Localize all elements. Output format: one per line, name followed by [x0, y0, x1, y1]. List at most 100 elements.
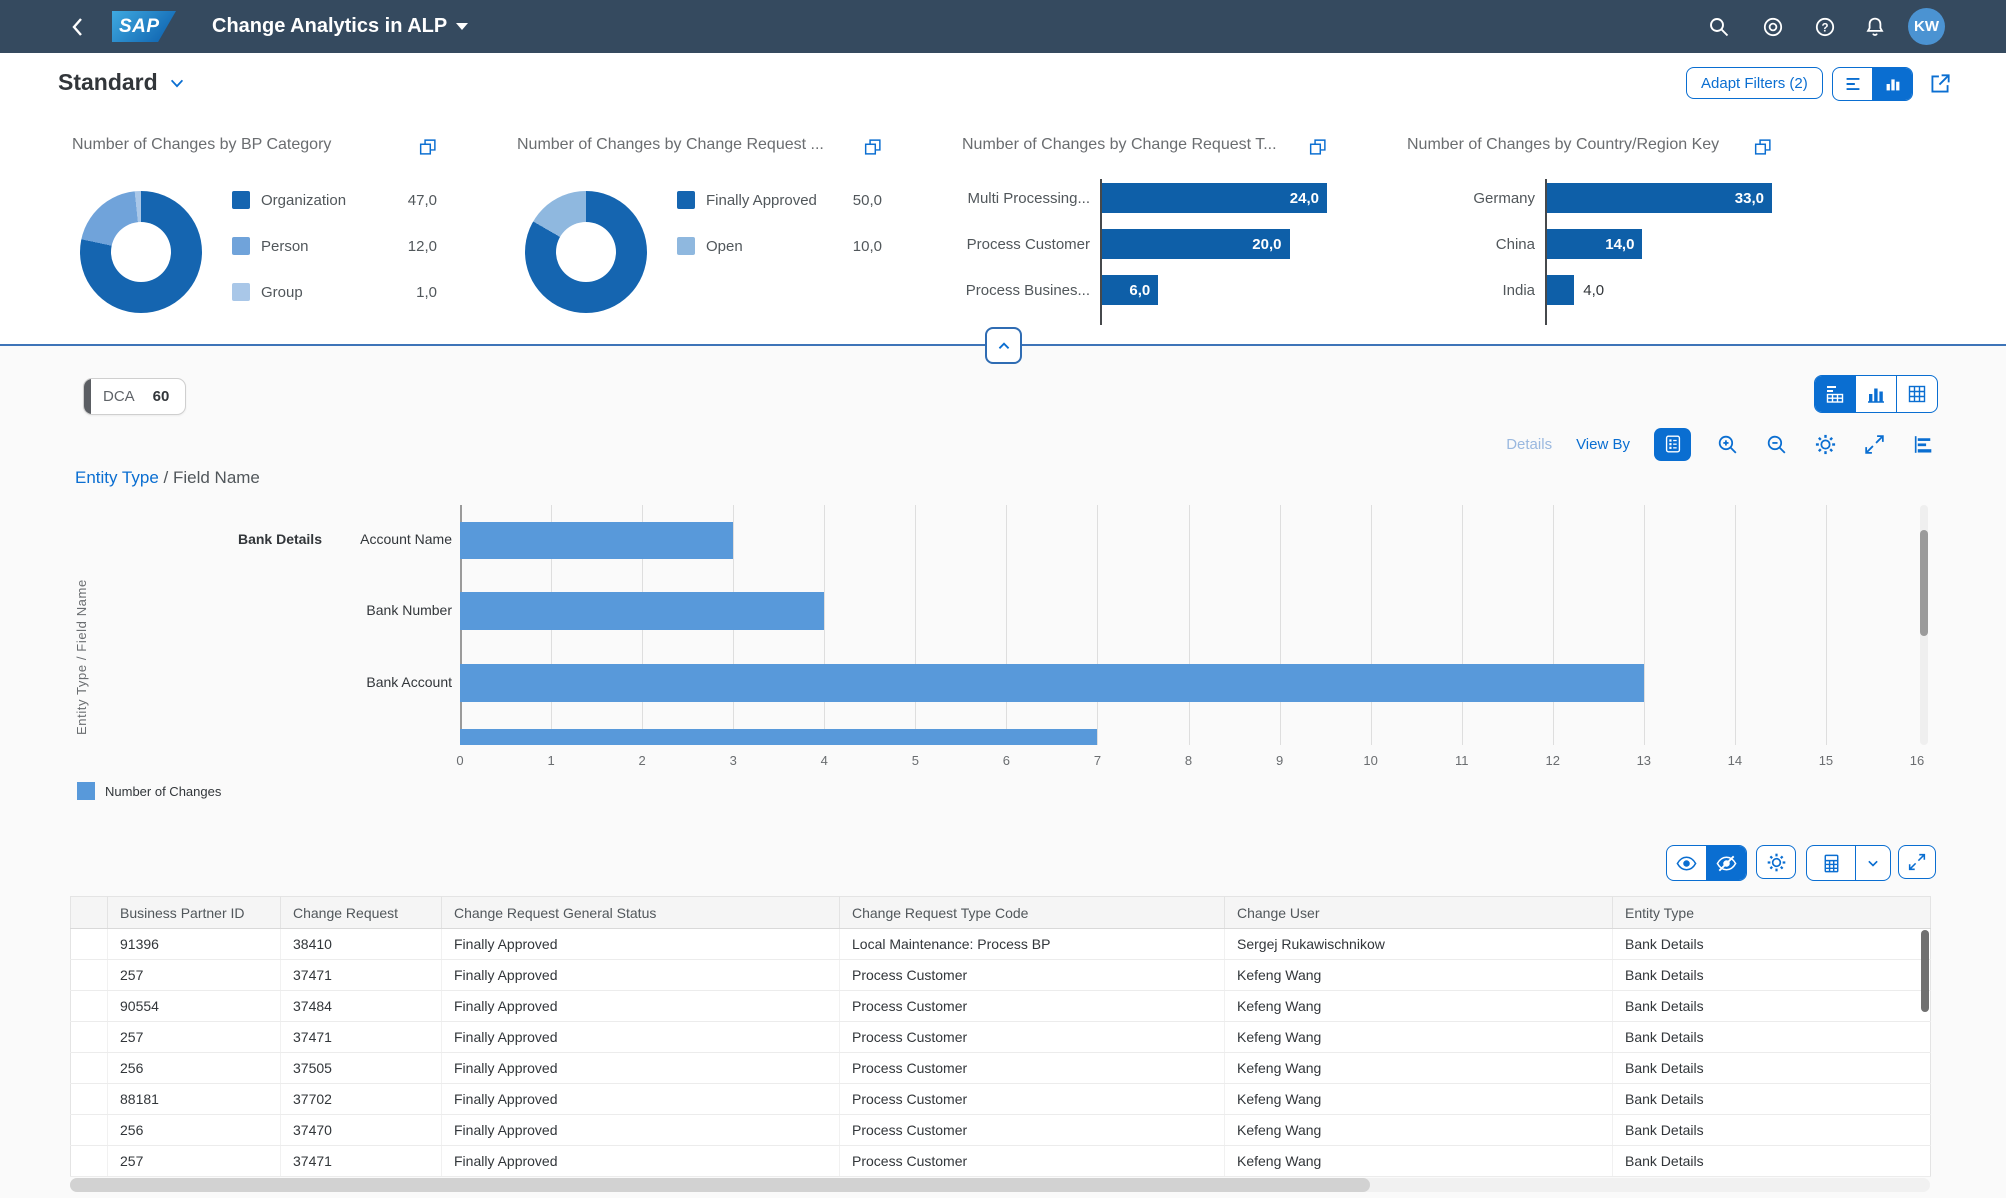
kpi-card-change-request-status[interactable]: Number of Changes by Change Request ... … — [501, 136, 898, 322]
duplicate-icon[interactable] — [862, 136, 884, 158]
view-hybrid-button[interactable] — [1815, 376, 1855, 412]
view-chart-button[interactable] — [1855, 376, 1896, 412]
results-table: Business Partner ID Change Request Chang… — [70, 896, 1931, 1177]
table-row[interactable]: 91396 38410 Finally Approved Local Maintena… — [70, 928, 1931, 960]
gridline — [915, 505, 917, 745]
horizontal-scrollbar-thumb[interactable] — [70, 1178, 1370, 1192]
cell: 256 — [107, 1114, 281, 1146]
gridline — [1370, 505, 1372, 745]
filter-bar-view-button[interactable] — [1833, 68, 1872, 100]
legend-swatch — [677, 237, 695, 255]
cell: 257 — [107, 1021, 281, 1053]
zoom-in-button[interactable] — [1715, 432, 1740, 457]
table-row[interactable]: 257 37471 Finally Approved Process Customer… — [70, 959, 1931, 991]
bar-label: Multi Processing... — [967, 189, 1090, 207]
bar-account-name[interactable] — [460, 522, 734, 559]
x-tick-label: 12 — [1545, 753, 1560, 768]
table-row[interactable]: 256 37470 Finally Approved Process Customer… — [70, 1114, 1931, 1146]
gridline — [824, 505, 826, 745]
table-row[interactable]: 256 37505 Finally Approved Process Customer… — [70, 1052, 1931, 1084]
mini-bar-chart: Germany 33,0 China 14,0 India 4,0 — [1407, 179, 1772, 325]
main-chart-legend: Number of Changes — [77, 782, 221, 800]
cell: 37471 — [280, 1021, 442, 1053]
copilot-icon[interactable] — [1760, 14, 1786, 40]
variant-selector[interactable]: Standard — [58, 69, 186, 96]
x-tick-label: 16 — [1909, 753, 1925, 768]
bar[interactable]: 14,0 — [1547, 229, 1643, 259]
bar[interactable]: 20,0 — [1102, 229, 1290, 259]
export-button[interactable] — [1807, 846, 1855, 880]
cell: Finally Approved — [441, 1114, 840, 1146]
search-icon[interactable] — [1706, 14, 1732, 40]
legend-swatch — [232, 191, 250, 209]
export-menu-button[interactable] — [1855, 846, 1890, 880]
category-label-account-name: Account Name — [360, 531, 452, 547]
cell: 37470 — [280, 1114, 442, 1146]
chart-scrollbar-thumb[interactable] — [1920, 530, 1928, 636]
collapse-header-button[interactable] — [985, 327, 1022, 364]
bar-bank-account[interactable] — [460, 664, 1644, 702]
bar-partial[interactable] — [460, 729, 1098, 745]
duplicate-icon[interactable] — [1752, 136, 1774, 158]
chart-toolbar: Details View By — [1506, 426, 1936, 462]
column-header-business-partner-id[interactable]: Business Partner ID — [107, 896, 281, 929]
avatar[interactable]: KW — [1908, 8, 1945, 45]
view-by-button[interactable]: View By — [1576, 435, 1630, 453]
bar[interactable]: 24,0 — [1102, 183, 1327, 213]
table-row[interactable]: 90554 37484 Finally Approved Process Custom… — [70, 990, 1931, 1022]
bar[interactable]: 6,0 — [1102, 275, 1159, 305]
column-header-general-status[interactable]: Change Request General Status — [441, 896, 840, 929]
column-header-type-code[interactable]: Change Request Type Code — [839, 896, 1225, 929]
app-title-menu[interactable]: Change Analytics in ALP — [212, 0, 469, 53]
cell: Kefeng Wang — [1224, 1145, 1613, 1177]
table-scrollbar-thumb[interactable] — [1921, 930, 1929, 1012]
kpi-card-change-request-type[interactable]: Number of Changes by Change Request T...… — [946, 136, 1343, 325]
horizontal-scrollbar-track[interactable] — [70, 1178, 1930, 1192]
zoom-out-button[interactable] — [1764, 432, 1789, 457]
donut-chart-change-request-status[interactable] — [525, 191, 647, 313]
row-head-cell — [70, 959, 108, 991]
filter-bar: Standard Adapt Filters (2) — [0, 53, 2006, 119]
bar[interactable]: 33,0 — [1547, 183, 1772, 213]
notifications-icon[interactable] — [1862, 14, 1888, 40]
share-button[interactable] — [1927, 71, 1953, 97]
main-chart-plot — [460, 505, 1917, 745]
table-settings-button[interactable] — [1756, 845, 1796, 879]
chart-fullscreen-button[interactable] — [1862, 432, 1887, 457]
column-header-change-user[interactable]: Change User — [1224, 896, 1613, 929]
cell: Bank Details — [1612, 990, 1931, 1022]
kpi-card-bp-category[interactable]: Number of Changes by BP Category Organiz… — [56, 136, 453, 322]
row-head-cell — [70, 1052, 108, 1084]
show-details-button[interactable] — [1667, 846, 1706, 880]
help-icon[interactable]: ? — [1812, 14, 1838, 40]
toggle-legend-button[interactable] — [1654, 427, 1691, 461]
bar[interactable]: 4,0 — [1547, 275, 1604, 305]
breadcrumb-entity-type-link[interactable]: Entity Type — [75, 468, 159, 487]
table-row[interactable]: 88181 37702 Finally Approved Process Custom… — [70, 1083, 1931, 1115]
column-header-entity-type[interactable]: Entity Type — [1612, 896, 1931, 929]
view-table-button[interactable] — [1896, 376, 1937, 412]
dimension-chip-dca[interactable]: DCA 60 — [83, 378, 187, 415]
chart-header-view-button[interactable] — [1872, 68, 1912, 100]
donut-chart-bp-category[interactable] — [80, 191, 202, 313]
gridline — [1006, 505, 1008, 745]
chart-type-button[interactable] — [1911, 432, 1936, 457]
chart-settings-button[interactable] — [1813, 432, 1838, 457]
table-view-icon — [1908, 385, 1926, 403]
cell: 256 — [107, 1052, 281, 1084]
column-header-change-request[interactable]: Change Request — [280, 896, 442, 929]
duplicate-icon[interactable] — [417, 136, 439, 158]
table-header-row: Business Partner ID Change Request Chang… — [70, 896, 1931, 929]
variant-title: Standard — [58, 69, 158, 95]
duplicate-icon[interactable] — [1307, 136, 1329, 158]
details-button[interactable]: Details — [1506, 435, 1553, 453]
table-fullscreen-button[interactable] — [1898, 845, 1936, 879]
bar-bank-number[interactable] — [460, 592, 825, 630]
back-button[interactable] — [66, 14, 92, 40]
sap-logo[interactable]: SAP — [112, 11, 176, 42]
table-row[interactable]: 257 37471 Finally Approved Process Customer… — [70, 1145, 1931, 1177]
hide-details-button[interactable] — [1706, 846, 1746, 880]
kpi-card-country-region[interactable]: Number of Changes by Country/Region Key … — [1391, 136, 1788, 325]
table-row[interactable]: 257 37471 Finally Approved Process Customer… — [70, 1021, 1931, 1053]
adapt-filters-button[interactable]: Adapt Filters (2) — [1686, 67, 1823, 99]
